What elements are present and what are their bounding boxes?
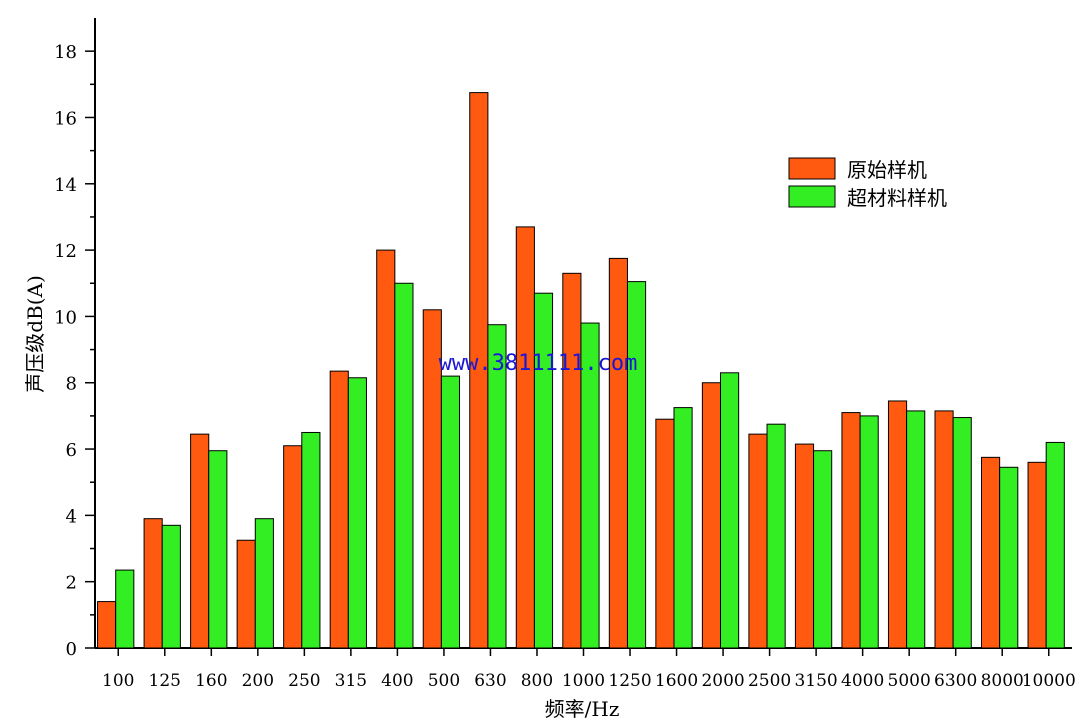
bar-original-5000 [887, 400, 908, 649]
bar-original-400 [376, 249, 396, 649]
bar-original-125 [143, 518, 163, 649]
bar-original-160 [190, 433, 210, 649]
bar-original-1600 [655, 418, 675, 649]
x-tick-label: 6300 [934, 671, 977, 691]
y-tick-label: 0 [66, 639, 77, 660]
bar-metamaterial-8000 [999, 466, 1019, 649]
legend-label: 超材料样机 [847, 186, 947, 210]
bar-original-315 [329, 370, 349, 649]
x-tick-label: 10000 [1022, 671, 1076, 691]
x-tick-label: 1000 [562, 671, 605, 691]
y-tick-label: 10 [54, 307, 77, 328]
x-axis-label: 频率/Hz [545, 697, 620, 721]
x-axis: 100 125 160 200 250 315 400 500 630 800 1000 1250 16… [95, 647, 1076, 691]
bar-metamaterial-1600 [673, 407, 693, 649]
x-tick-label: 800 [521, 671, 553, 691]
x-tick-label: 100 [102, 671, 134, 691]
bar-metamaterial-125 [161, 524, 181, 649]
y-tick-label: 14 [54, 175, 77, 196]
bar-original-6300 [934, 410, 954, 649]
bar-original-800 [515, 226, 535, 649]
y-tick-label: 6 [66, 440, 77, 461]
bar-metamaterial-6300 [952, 417, 972, 649]
bar-original-100 [97, 601, 117, 649]
bar-original-250 [283, 445, 303, 649]
x-tick-label: 250 [288, 671, 320, 691]
bar-original-200 [236, 539, 256, 649]
x-tick-label: 3150 [794, 671, 837, 691]
bar-metamaterial-2000 [720, 372, 740, 649]
x-tick-label: 315 [335, 671, 367, 691]
y-tick-label: 2 [66, 573, 77, 594]
x-tick-label: 2000 [701, 671, 744, 691]
bar-original-2000 [701, 382, 722, 649]
bar-metamaterial-400 [394, 282, 414, 649]
x-tick-label: 125 [149, 671, 181, 691]
y-axis-label: 声压级dB(A) [23, 275, 47, 393]
x-tick-label: 200 [242, 671, 274, 691]
bar-metamaterial-500 [440, 375, 461, 649]
bar-original-3150 [794, 443, 815, 649]
x-tick-label: 1250 [608, 671, 651, 691]
legend-swatch [788, 185, 836, 208]
bar-metamaterial-160 [208, 450, 228, 649]
bar-metamaterial-3150 [813, 450, 833, 649]
bar-original-10000 [1027, 461, 1047, 649]
bar-original-1250 [608, 257, 628, 649]
x-tick-label: 160 [195, 671, 227, 691]
bar-metamaterial-800 [533, 292, 554, 649]
bar-metamaterial-250 [301, 431, 321, 649]
legend-label: 原始样机 [847, 158, 927, 182]
y-tick-label: 8 [66, 374, 77, 395]
bar-original-4000 [841, 412, 861, 649]
x-tick-label: 4000 [841, 671, 884, 691]
y-tick-label: 16 [54, 108, 77, 129]
bar-metamaterial-1000 [580, 322, 600, 649]
y-tick-label: 4 [66, 506, 77, 527]
x-tick-label: 2500 [748, 671, 791, 691]
bar-original-2500 [748, 433, 768, 649]
bar-metamaterial-2500 [766, 423, 786, 649]
y-tick-label: 18 [54, 42, 77, 63]
y-tick-label: 12 [54, 241, 77, 262]
bars [97, 92, 1065, 649]
x-tick-label: 5000 [888, 671, 931, 691]
legend-swatch [788, 157, 836, 180]
bar-metamaterial-5000 [906, 410, 926, 649]
x-tick-label: 1600 [655, 671, 698, 691]
y-axis: 0 2 4 6 8 10 12 14 16 18 [54, 18, 96, 660]
bar-metamaterial-630 [487, 324, 507, 649]
bar-metamaterial-315 [347, 377, 367, 649]
bar-original-8000 [981, 456, 1001, 649]
x-tick-label: 8000 [981, 671, 1024, 691]
bar-metamaterial-200 [254, 518, 274, 649]
watermark: www.3811111.com [439, 351, 638, 376]
bar-metamaterial-4000 [859, 415, 879, 649]
bar-metamaterial-10000 [1045, 441, 1065, 649]
x-tick-label: 400 [381, 671, 413, 691]
bar-original-1000 [562, 272, 582, 649]
x-tick-label: 500 [428, 671, 460, 691]
x-tick-label: 630 [474, 671, 506, 691]
bar-metamaterial-1250 [626, 281, 647, 649]
bar-metamaterial-100 [115, 569, 135, 649]
